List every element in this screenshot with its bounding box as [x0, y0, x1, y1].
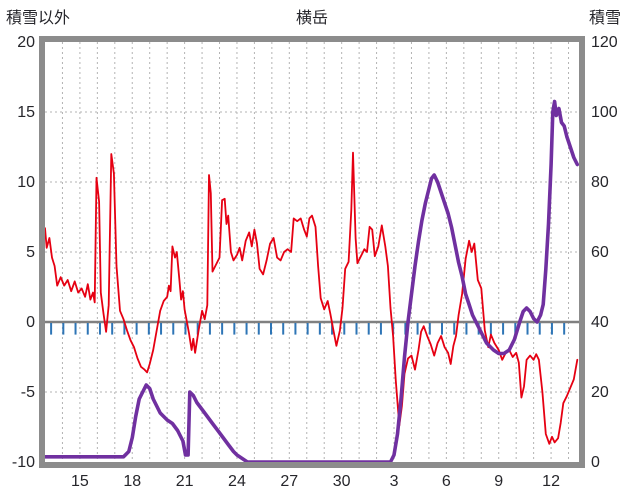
- right-axis-title: 積雪: [589, 10, 622, 27]
- left-axis-tick-label: 0: [26, 314, 35, 331]
- left-axis-title: 積雪以外: [6, 10, 71, 27]
- temperature-line: [44, 151, 579, 445]
- x-axis-tick-label: 12: [542, 473, 560, 490]
- right-axis-tick-label: 40: [591, 314, 609, 331]
- left-axis-tick-label: -10: [12, 454, 35, 471]
- x-axis-tick-label: 30: [333, 473, 351, 490]
- x-axis-tick-label: 21: [176, 473, 194, 490]
- left-axis-tick-label: 5: [26, 244, 35, 261]
- x-axis-tick-label: 18: [123, 473, 141, 490]
- right-axis-tick-label: 0: [591, 454, 600, 471]
- x-axis-tick-label: 9: [494, 473, 503, 490]
- right-axis-tick-label: 120: [591, 34, 618, 51]
- left-axis-tick-label: 20: [17, 34, 35, 51]
- chart-title: 横岳: [295, 10, 329, 27]
- x-axis-tick-label: 24: [228, 473, 246, 490]
- right-axis-tick-label: 20: [591, 384, 609, 401]
- right-axis-tick-label: 80: [591, 174, 609, 191]
- x-axis-tick-label: 27: [280, 473, 298, 490]
- x-axis-tick-label: 15: [71, 473, 89, 490]
- x-axis-tick-label: 6: [442, 473, 451, 490]
- x-axis-tick-label: 3: [390, 473, 399, 490]
- right-axis-tick-label: 100: [591, 104, 618, 121]
- left-axis-tick-label: 15: [17, 104, 35, 121]
- left-axis-tick-label: -5: [21, 384, 35, 401]
- left-axis-tick-label: 10: [17, 174, 35, 191]
- right-axis-tick-label: 60: [591, 244, 609, 261]
- plot-frame: [39, 36, 585, 468]
- snow-depth-line: [43, 99, 580, 464]
